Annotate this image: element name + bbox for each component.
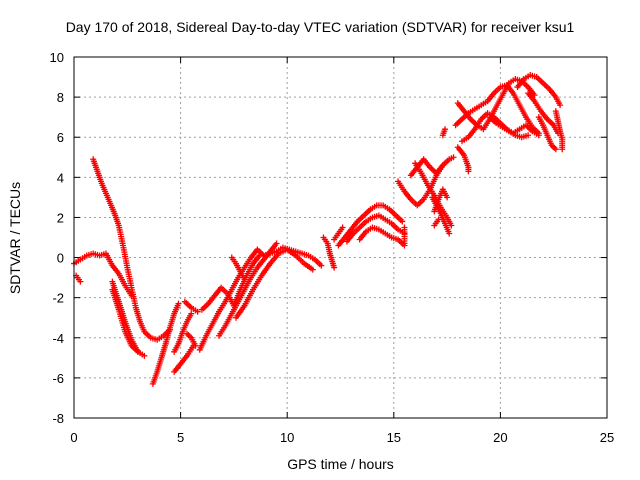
series-arc-11 — [215, 240, 280, 339]
data-point — [256, 252, 263, 259]
data-point — [241, 276, 248, 283]
series-arc-23 — [439, 126, 448, 139]
x-tick-label: 5 — [177, 430, 184, 445]
data-point — [175, 300, 182, 307]
series-arc-8 — [171, 342, 197, 375]
series-arc-2 — [73, 272, 84, 285]
data-point — [557, 102, 564, 109]
series-arc-5 — [109, 286, 141, 355]
chart-title: Day 170 of 2018, Sidereal Day-to-day VTE… — [65, 19, 575, 35]
data-point — [450, 154, 457, 161]
series-arc-1 — [71, 250, 135, 299]
y-tick-label: 2 — [57, 210, 64, 225]
x-tick-label: 25 — [600, 430, 614, 445]
data-point — [446, 230, 453, 237]
y-tick-label: 8 — [57, 90, 64, 105]
plot-frame — [73, 56, 608, 419]
data-point — [559, 146, 566, 153]
series-arc-13 — [233, 246, 316, 321]
series-arc-15 — [335, 202, 406, 249]
series-arc-27 — [454, 144, 472, 175]
data-point — [448, 222, 455, 229]
data-point — [444, 194, 451, 201]
series-arc-33 — [431, 216, 442, 229]
data-point — [435, 216, 442, 223]
series-arc-19 — [407, 156, 446, 179]
series-arc-14 — [320, 234, 338, 271]
data-point — [339, 224, 346, 231]
x-tick-label: 10 — [280, 430, 294, 445]
data-point — [273, 240, 280, 247]
y-tick-label: -6 — [52, 371, 64, 386]
series-arc-31 — [535, 114, 559, 153]
data-point — [439, 162, 446, 169]
data-point — [141, 352, 148, 359]
series-arc-29 — [514, 72, 564, 109]
series-arc-17 — [356, 224, 408, 249]
series-arc-3 — [90, 156, 173, 343]
data-point — [194, 308, 201, 315]
y-tick-label: -4 — [52, 331, 64, 346]
data-point — [401, 224, 408, 231]
y-tick-label: 10 — [50, 50, 64, 65]
data-point — [318, 262, 325, 269]
data-point — [535, 132, 542, 139]
series-arc-16 — [343, 212, 408, 245]
x-tick-label: 0 — [70, 430, 77, 445]
data-point — [465, 168, 472, 175]
grid-lines — [74, 57, 607, 418]
series-arc-28 — [486, 114, 532, 141]
y-tick-label: 4 — [57, 170, 64, 185]
x-tick-label: 15 — [387, 430, 401, 445]
data-point — [309, 266, 316, 273]
axis-ticks: 0 5 10 15 20 25 -8 -6 -4 -2 0 2 4 6 8 10 — [50, 50, 615, 445]
series-arc-32 — [552, 108, 566, 153]
y-tick-label: -2 — [52, 291, 64, 306]
series-arc-35 — [228, 254, 248, 283]
data-point — [525, 132, 532, 139]
series-arc-25 — [452, 82, 542, 137]
data-point — [188, 310, 195, 317]
data-point — [552, 146, 559, 153]
data-point — [134, 348, 141, 355]
series-arc-30 — [525, 90, 561, 137]
y-tick-label: 6 — [57, 130, 64, 145]
series-arc-36 — [181, 298, 201, 315]
data-point — [331, 264, 338, 271]
series-arc-12 — [198, 252, 263, 313]
y-tick-label: -8 — [52, 411, 64, 426]
series-arc-7 — [171, 310, 195, 355]
data-point — [192, 342, 199, 349]
x-axis-label: GPS time / hours — [287, 456, 394, 472]
data-point — [441, 126, 448, 133]
x-tick-label: 20 — [493, 430, 507, 445]
y-tick-label: 0 — [57, 251, 64, 266]
series-arc-9 — [183, 330, 199, 349]
data-points — [71, 72, 566, 387]
series-arc-34 — [331, 224, 346, 243]
series-arc-22 — [431, 186, 451, 215]
data-point — [77, 278, 84, 285]
data-point — [399, 218, 406, 225]
series-arc-6 — [149, 300, 182, 387]
series-arc-18 — [395, 154, 457, 209]
